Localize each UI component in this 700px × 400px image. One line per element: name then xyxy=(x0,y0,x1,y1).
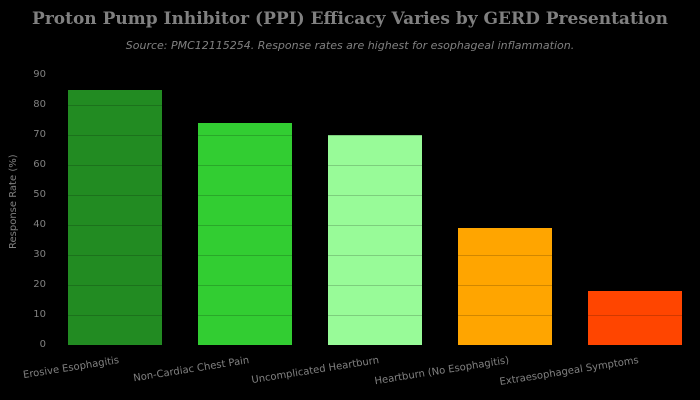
y-tick-label-40: 40 xyxy=(33,219,46,230)
y-tick-label-60: 60 xyxy=(33,159,46,170)
bar-non-cardiac-chest-pain xyxy=(198,123,292,345)
x-tick-label-uncomplicated-heartburn: Uncomplicated Heartburn xyxy=(250,355,380,387)
x-tick-label-heartburn-no-esophagitis: Heartburn (No Esophagitis) xyxy=(373,355,510,388)
y-tick-label-90: 90 xyxy=(33,69,46,80)
y-tick-label-0: 0 xyxy=(39,339,46,350)
y-tick-label-80: 80 xyxy=(33,99,46,110)
y-tick-label-70: 70 xyxy=(33,129,46,140)
bar-heartburn-no-esophagitis xyxy=(458,228,552,345)
y-tick-label-10: 10 xyxy=(33,309,46,320)
bar-uncomplicated-heartburn xyxy=(328,135,422,345)
bar-extraesophageal-symptoms xyxy=(588,291,682,345)
bar-erosive-esophagitis xyxy=(68,90,162,345)
x-tick-label-extraesophageal-symptoms: Extraesophageal Symptoms xyxy=(499,355,640,388)
chart-subtitle: Source: PMC12115254. Response rates are … xyxy=(125,39,575,52)
y-tick-label-50: 50 xyxy=(33,189,46,200)
x-tick-label-non-cardiac-chest-pain: Non-Cardiac Chest Pain xyxy=(132,355,250,385)
y-tick-label-30: 30 xyxy=(33,249,46,260)
x-tick-label-erosive-esophagitis: Erosive Esophagitis xyxy=(22,355,120,382)
chart-title: Proton Pump Inhibitor (PPI) Efficacy Var… xyxy=(32,9,668,29)
y-tick-label-20: 20 xyxy=(33,279,46,290)
